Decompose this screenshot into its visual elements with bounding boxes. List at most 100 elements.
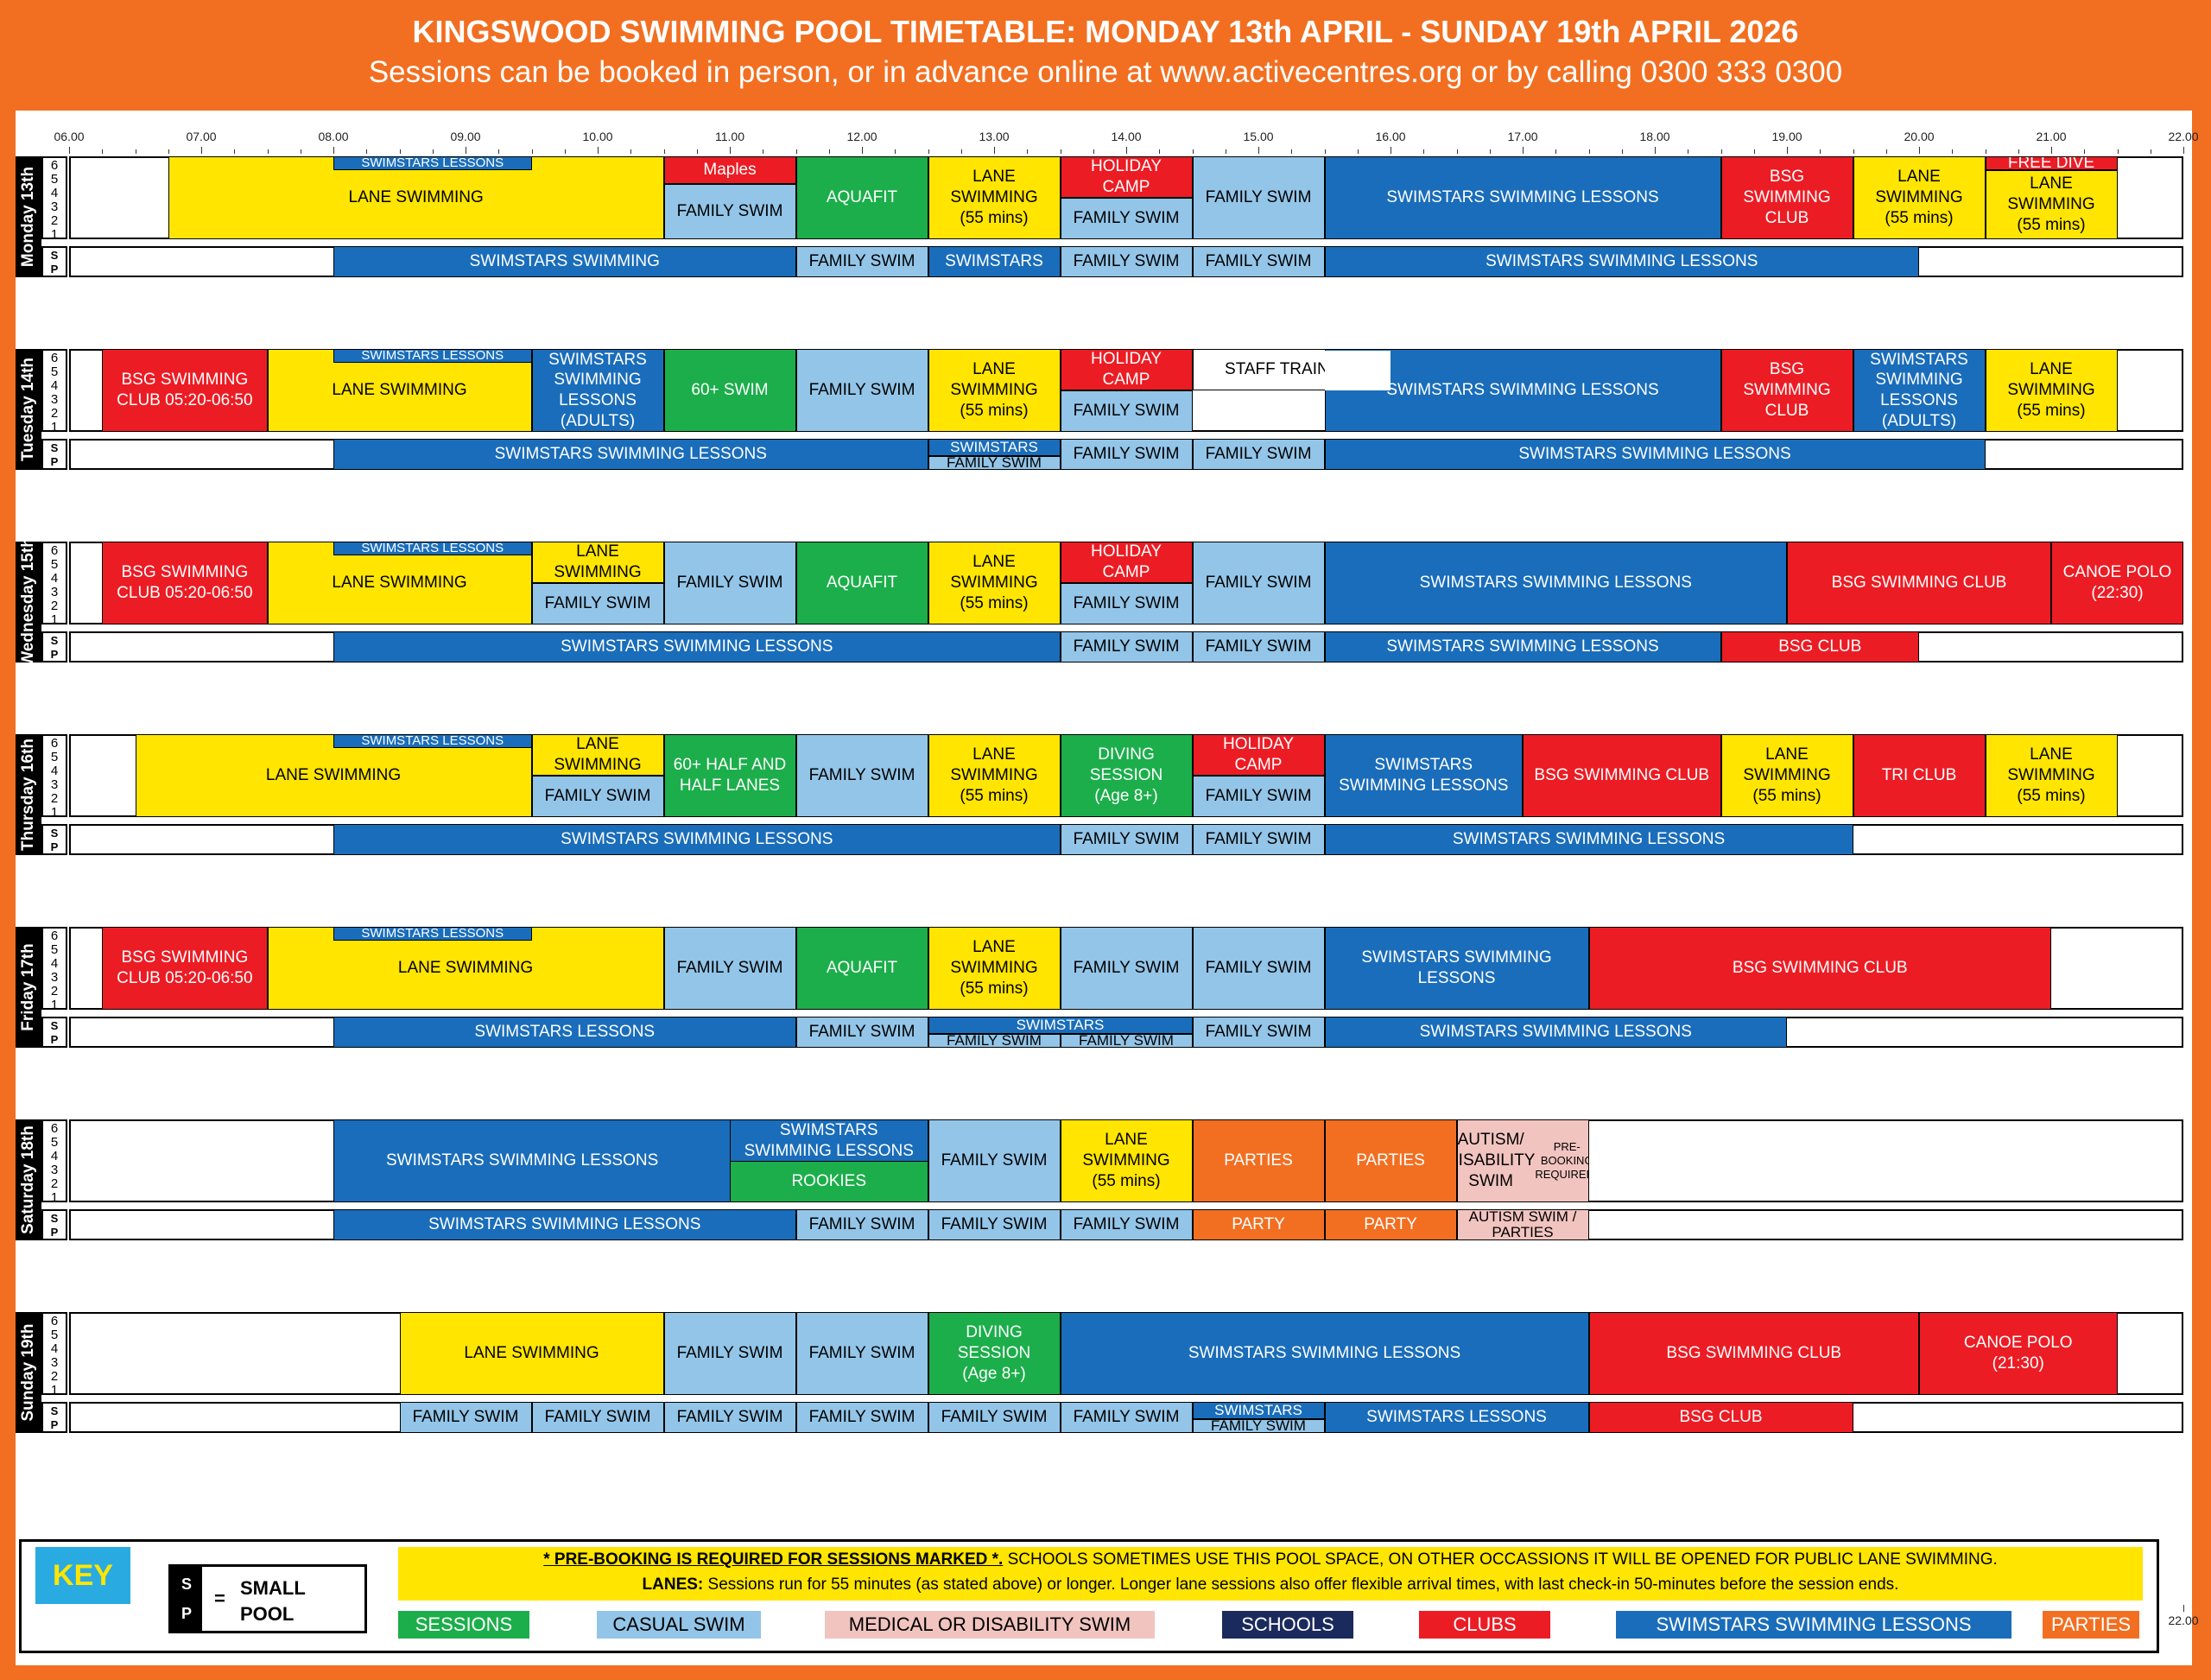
small-pool-session[interactable]: SWIMSTARS SWIMMING <box>333 246 796 277</box>
small-pool-session[interactable]: FAMILY SWIM <box>1060 1209 1193 1240</box>
small-pool-session[interactable]: FAMILY SWIM <box>1060 1402 1193 1433</box>
session-block[interactable]: FREE DIVE <box>1985 156 2118 170</box>
session-block[interactable]: SWIMSTARS LESSONS <box>333 927 532 941</box>
session-block[interactable]: LANE SWIMMING <box>267 542 532 624</box>
session-block[interactable]: LANE SWIMMING (55 mins) <box>928 542 1061 624</box>
small-pool-session[interactable]: SWIMSTARS SWIMMING LESSONS <box>333 824 1061 855</box>
session-block[interactable]: SWIMSTARS LESSONS <box>333 156 532 170</box>
session-block[interactable]: FAMILY SWIM <box>663 927 796 1010</box>
session-block[interactable]: BSG SWIMMING CLUB 05:20-06:50 <box>102 542 268 624</box>
session-block[interactable]: HOLIDAY CAMP <box>1060 542 1193 583</box>
small-pool-session[interactable]: FAMILY SWIM <box>531 1402 664 1433</box>
session-block[interactable]: AQUAFIT <box>795 156 928 239</box>
session-block[interactable]: CANOE POLO (21:30) <box>1919 1312 2118 1395</box>
small-pool-session[interactable]: FAMILY SWIM <box>1060 1034 1193 1048</box>
small-pool-session[interactable]: SWIMSTARS SWIMMING LESSONS <box>1324 1017 1787 1048</box>
small-pool-session[interactable]: FAMILY SWIM <box>795 246 928 277</box>
session-block[interactable]: SWIMSTARS LESSONS <box>333 349 532 363</box>
session-block[interactable]: BSG SWIMMING CLUB <box>1588 927 2051 1010</box>
session-block[interactable]: FAMILY SWIM <box>663 1312 796 1395</box>
session-block[interactable]: SWIMSTARS SWIMMING LESSONS (ADULTS) <box>531 349 664 432</box>
small-pool-session[interactable]: FAMILY SWIM <box>1192 824 1325 855</box>
small-pool-session[interactable]: FAMILY SWIM <box>928 1402 1061 1433</box>
small-pool-session[interactable]: SWIMSTARS SWIMMING LESSONS <box>333 439 928 470</box>
session-block[interactable]: FAMILY SWIM <box>1060 583 1193 624</box>
session-block[interactable]: BSG SWIMMING CLUB <box>1523 734 1721 817</box>
session-block[interactable]: LANE SWIMMING (55 mins) <box>928 734 1061 817</box>
session-block[interactable]: LANE SWIMMING <box>531 734 664 776</box>
session-block[interactable]: BSG SWIMMING CLUB 05:20-06:50 <box>102 927 268 1010</box>
session-block[interactable]: LANE SWIMMING (55 mins) <box>928 349 1061 432</box>
session-block[interactable]: FAMILY SWIM <box>928 1119 1061 1202</box>
session-block[interactable]: FAMILY SWIM <box>795 734 928 817</box>
small-pool-session[interactable]: FAMILY SWIM <box>928 1209 1061 1240</box>
session-block[interactable]: LANE SWIMMING <box>267 927 664 1010</box>
small-pool-session[interactable]: FAMILY SWIM <box>928 456 1061 470</box>
small-pool-session[interactable]: PARTY <box>1324 1209 1457 1240</box>
session-block[interactable]: HOLIDAY CAMP <box>1192 734 1325 776</box>
small-pool-session[interactable]: FAMILY SWIM <box>663 1402 796 1433</box>
small-pool-session[interactable]: BSG CLUB <box>1588 1402 1853 1433</box>
session-block[interactable]: SWIMSTARS SWIMMING LESSONS <box>730 1119 928 1161</box>
session-block[interactable]: LANE SWIMMING (55 mins) <box>1985 349 2118 432</box>
session-block[interactable]: FAMILY SWIM <box>663 542 796 624</box>
session-block[interactable]: LANE SWIMMING <box>531 542 664 583</box>
session-block[interactable]: LANE SWIMMING (55 mins) <box>1060 1119 1193 1202</box>
small-pool-session[interactable]: FAMILY SWIM <box>1192 631 1325 662</box>
small-pool-session[interactable]: FAMILY SWIM <box>795 1209 928 1240</box>
small-pool-session[interactable]: FAMILY SWIM <box>795 1402 928 1433</box>
session-block[interactable]: FAMILY SWIM <box>663 184 796 239</box>
session-block[interactable]: FAMILY SWIM <box>795 349 928 432</box>
session-block[interactable]: LANE SWIMMING <box>399 1312 664 1395</box>
small-pool-session[interactable]: FAMILY SWIM <box>399 1402 532 1433</box>
session-block[interactable]: CANOE POLO (22:30) <box>2051 542 2183 624</box>
session-block[interactable]: FAMILY SWIM <box>1192 156 1325 239</box>
session-block[interactable]: BSG SWIMMING CLUB <box>1588 1312 1919 1395</box>
small-pool-session[interactable]: SWIMSTARS SWIMMING LESSONS <box>1324 824 1853 855</box>
session-block[interactable]: BSG SWIMMING CLUB <box>1787 542 2051 624</box>
session-block[interactable]: 60+ SWIM <box>663 349 796 432</box>
small-pool-session[interactable]: PARTY <box>1192 1209 1325 1240</box>
session-block[interactable]: FAMILY SWIM <box>1192 542 1325 624</box>
session-block[interactable]: SWIMSTARS LESSONS <box>333 734 532 748</box>
small-pool-session[interactable]: SWIMSTARS <box>928 246 1061 277</box>
small-pool-session[interactable]: FAMILY SWIM <box>795 1017 928 1048</box>
session-block[interactable]: LANE SWIMMING (55 mins) <box>928 927 1061 1010</box>
session-block[interactable]: DIVING SESSION (Age 8+) <box>928 1312 1061 1395</box>
small-pool-session[interactable]: SWIMSTARS <box>928 1017 1193 1034</box>
session-block[interactable]: LANE SWIMMING <box>168 156 664 239</box>
small-pool-session[interactable]: FAMILY SWIM <box>1060 246 1193 277</box>
session-block[interactable]: FAMILY SWIM <box>1060 927 1193 1010</box>
session-block[interactable]: SWIMSTARS SWIMMING LESSONS <box>1324 349 1721 432</box>
small-pool-session[interactable]: FAMILY SWIM <box>1192 1419 1325 1433</box>
session-block[interactable]: SWIMSTARS SWIMMING LESSONS <box>1324 156 1721 239</box>
session-block[interactable]: SWIMSTARS SWIMMING LESSONS <box>1324 542 1787 624</box>
small-pool-session[interactable]: SWIMSTARS <box>928 439 1061 456</box>
session-block[interactable]: LANE SWIMMING (55 mins) <box>928 156 1061 239</box>
session-block[interactable]: PARTIES <box>1324 1119 1457 1202</box>
session-block[interactable]: FAMILY SWIM <box>1192 927 1325 1010</box>
session-block[interactable]: BSG SWIMMING CLUB 05:20-06:50 <box>102 349 268 432</box>
session-block[interactable]: SWIMSTARS SWIMMING LESSONS <box>1324 734 1523 817</box>
session-block[interactable]: BSG SWIMMING CLUB <box>1720 349 1853 432</box>
small-pool-session[interactable]: FAMILY SWIM <box>1192 439 1325 470</box>
small-pool-session[interactable]: SWIMSTARS LESSONS <box>333 1017 796 1048</box>
small-pool-session[interactable]: FAMILY SWIM <box>1192 246 1325 277</box>
session-block[interactable]: BSG SWIMMING CLUB <box>1720 156 1853 239</box>
session-block[interactable]: Maples <box>663 156 796 184</box>
session-block[interactable]: SWIMSTARS SWIMMING LESSONS (ADULTS) <box>1853 349 1986 432</box>
session-block[interactable]: SWIMSTARS SWIMMING LESSONS <box>1324 927 1589 1010</box>
session-block[interactable]: LANE SWIMMING (55 mins) <box>1985 170 2118 239</box>
session-block[interactable]: ROOKIES <box>730 1161 928 1202</box>
session-block[interactable]: FAMILY SWIM <box>531 776 664 817</box>
small-pool-session[interactable]: SWIMSTARS SWIMMING LESSONS <box>1324 631 1721 662</box>
small-pool-session[interactable]: FAMILY SWIM <box>1060 631 1193 662</box>
small-pool-session[interactable]: BSG CLUB <box>1720 631 1919 662</box>
session-block[interactable]: DIVING SESSION (Age 8+) <box>1060 734 1193 817</box>
session-block[interactable]: HOLIDAY CAMP <box>1060 156 1193 198</box>
session-block[interactable]: LANE SWIMMING (55 mins) <box>1985 734 2118 817</box>
small-pool-session[interactable]: FAMILY SWIM <box>1060 824 1193 855</box>
small-pool-session[interactable]: SWIMSTARS SWIMMING LESSONS <box>1324 439 1986 470</box>
session-block[interactable]: AQUAFIT <box>795 927 928 1010</box>
small-pool-session[interactable]: SWIMSTARS SWIMMING LESSONS <box>1324 246 1919 277</box>
